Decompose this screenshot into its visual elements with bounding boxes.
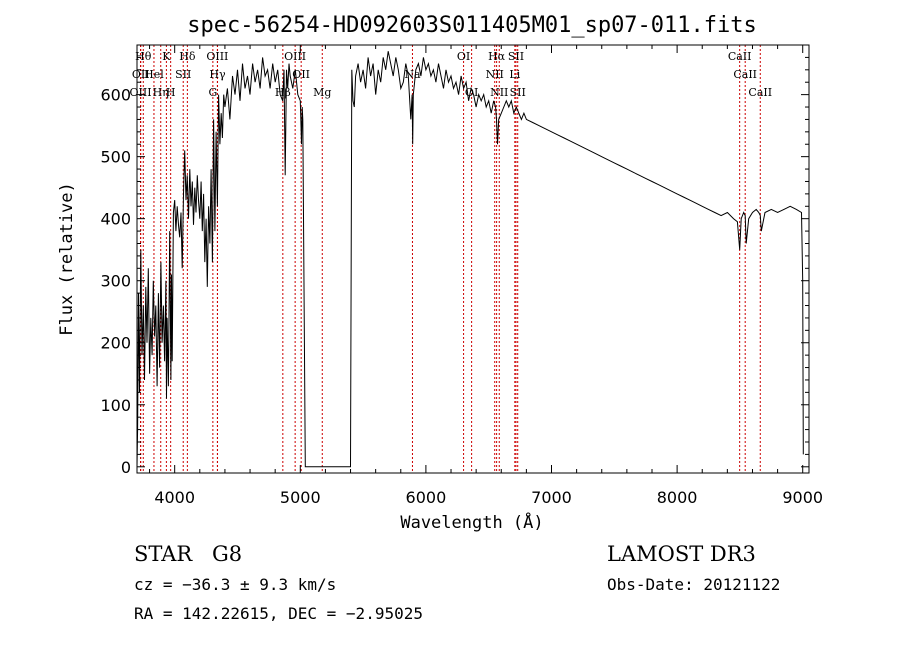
line-marker-label: SII [508, 50, 524, 63]
redshift-info: cz = −36.3 ± 9.3 km/s [134, 575, 336, 594]
y-tick-label: 300 [100, 272, 131, 291]
survey-name: LAMOST DR3 [607, 542, 756, 566]
line-marker-label: Hel [144, 68, 164, 81]
x-axis-ticks: 4000 5000 6000 7000 8000 9000 [149, 45, 823, 507]
line-marker-label: OIII [284, 50, 306, 63]
x-tick-label: 9000 [782, 488, 823, 507]
spectral-line-markers [140, 45, 761, 473]
observation-date: Obs-Date: 20121122 [607, 575, 780, 594]
y-tick-label: 600 [100, 86, 131, 105]
coordinates-info: RA = 142.22615, DEC = −2.95025 [134, 604, 423, 623]
line-marker-label: Hγ [209, 68, 226, 81]
line-marker-label: H [166, 86, 176, 99]
x-tick-label: 4000 [154, 488, 195, 507]
line-marker-label: OIII [129, 86, 151, 99]
line-marker-label: SII [510, 86, 526, 99]
line-marker-label: OIII [206, 50, 228, 63]
plot-frame [136, 44, 810, 474]
line-marker-label: Hα [488, 50, 506, 63]
y-tick-label: 100 [100, 396, 131, 415]
y-axis-ticks: 0 100 200 300 400 500 600 [100, 56, 809, 477]
y-axis-label: Flux (relative) [57, 182, 77, 336]
x-tick-label: 6000 [406, 488, 447, 507]
line-marker-label: K [162, 50, 171, 63]
line-marker-label: CaII [728, 50, 752, 63]
y-tick-label: 200 [100, 334, 131, 353]
x-tick-label: 8000 [657, 488, 698, 507]
line-marker-label: NII [486, 68, 504, 81]
line-marker-label: CaII [748, 86, 772, 99]
line-marker-label: NII [490, 86, 508, 99]
line-marker-label: SII [175, 68, 191, 81]
x-tick-label: 7000 [531, 488, 572, 507]
line-marker-label: G [208, 86, 217, 99]
spectrum-line [136, 51, 804, 468]
line-marker-label: Hθ [135, 50, 152, 63]
line-marker-label: Hδ [179, 50, 196, 63]
y-tick-label: 400 [100, 210, 131, 229]
line-marker-label: OII [132, 68, 150, 81]
y-tick-label: 0 [121, 458, 131, 477]
line-marker-label: OI [457, 50, 470, 63]
line-marker-label: CaII [733, 68, 757, 81]
line-marker-label: Mg [313, 86, 331, 99]
line-marker-label: OII [292, 68, 310, 81]
chart-title: spec-56254-HD092603S011405M01_sp07-011.f… [187, 13, 757, 38]
line-marker-label: Li [509, 68, 520, 81]
line-marker-label: Hη [153, 86, 169, 99]
y-tick-label: 500 [100, 148, 131, 167]
x-tick-label: 5000 [280, 488, 321, 507]
object-subclass: G8 [212, 542, 242, 566]
x-axis-label: Wavelength (Å) [400, 511, 543, 533]
object-class: STAR [134, 542, 193, 566]
